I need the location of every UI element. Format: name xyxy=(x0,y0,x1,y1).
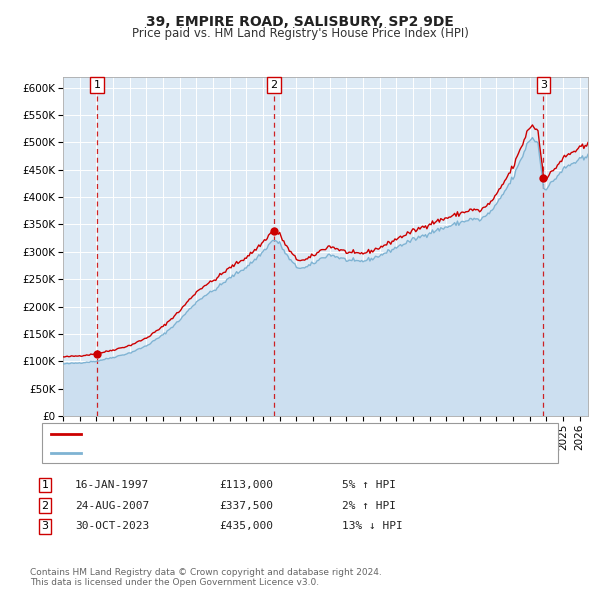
Text: 2: 2 xyxy=(41,501,49,510)
Text: £435,000: £435,000 xyxy=(219,522,273,531)
Text: Price paid vs. HM Land Registry's House Price Index (HPI): Price paid vs. HM Land Registry's House … xyxy=(131,27,469,40)
Text: 16-JAN-1997: 16-JAN-1997 xyxy=(75,480,149,490)
Text: 3: 3 xyxy=(41,522,49,531)
Text: 2% ↑ HPI: 2% ↑ HPI xyxy=(342,501,396,510)
Text: 13% ↓ HPI: 13% ↓ HPI xyxy=(342,522,403,531)
Text: 24-AUG-2007: 24-AUG-2007 xyxy=(75,501,149,510)
Text: 3: 3 xyxy=(540,80,547,90)
Text: £113,000: £113,000 xyxy=(219,480,273,490)
Text: 39, EMPIRE ROAD, SALISBURY, SP2 9DE: 39, EMPIRE ROAD, SALISBURY, SP2 9DE xyxy=(146,15,454,29)
Text: £337,500: £337,500 xyxy=(219,501,273,510)
Text: 39, EMPIRE ROAD, SALISBURY, SP2 9DE (detached house): 39, EMPIRE ROAD, SALISBURY, SP2 9DE (det… xyxy=(87,430,404,440)
Text: 5% ↑ HPI: 5% ↑ HPI xyxy=(342,480,396,490)
Text: 2: 2 xyxy=(270,80,277,90)
Text: HPI: Average price, detached house, Wiltshire: HPI: Average price, detached house, Wilt… xyxy=(87,448,337,458)
Text: 30-OCT-2023: 30-OCT-2023 xyxy=(75,522,149,531)
Text: 1: 1 xyxy=(41,480,49,490)
Text: Contains HM Land Registry data © Crown copyright and database right 2024.
This d: Contains HM Land Registry data © Crown c… xyxy=(30,568,382,587)
Text: 1: 1 xyxy=(94,80,100,90)
